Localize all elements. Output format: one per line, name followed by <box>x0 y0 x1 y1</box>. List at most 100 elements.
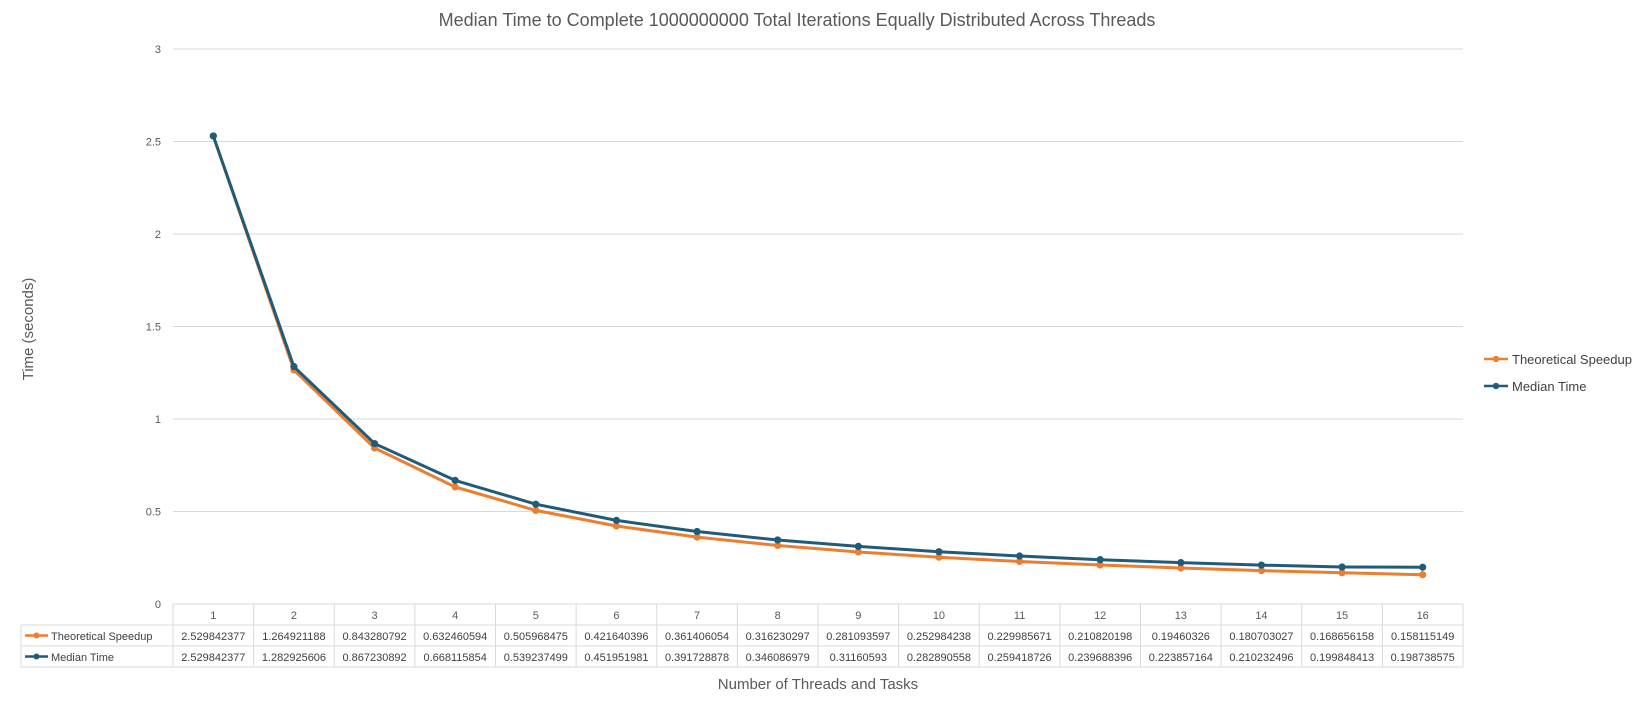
legend: Theoretical Speedup Median Time <box>1484 352 1632 394</box>
series-line <box>211 134 1425 577</box>
x-tick-label: 10 <box>933 610 945 622</box>
x-tick-label: 6 <box>613 610 619 622</box>
x-tick-label: 12 <box>1094 610 1106 622</box>
x-tick-label: 14 <box>1255 610 1267 622</box>
x-tick-label: 11 <box>1014 610 1025 622</box>
x-tick-label: 2 <box>291 610 297 622</box>
table-cell: 0.316230297 <box>746 631 810 643</box>
table-cell: 0.19460326 <box>1152 631 1210 643</box>
x-tick-label: 7 <box>694 610 700 622</box>
table-cell: 0.252984238 <box>907 631 971 643</box>
data-point <box>1419 571 1427 579</box>
table-cell: 0.421640396 <box>584 631 648 643</box>
data-point <box>1257 561 1266 569</box>
x-tick-label: 4 <box>452 610 458 622</box>
x-tick-label: 1 <box>210 610 216 622</box>
table-cell: 0.451951981 <box>584 652 648 664</box>
data-point <box>1015 557 1024 566</box>
data-point <box>612 516 621 524</box>
x-axis-label: Number of Threads and Tasks <box>718 676 918 693</box>
data-point <box>451 483 459 491</box>
data-point <box>1257 566 1266 575</box>
data-point <box>693 533 701 541</box>
series-line <box>211 134 1425 569</box>
y-tick-label: 1.5 <box>146 322 161 334</box>
data-point <box>290 363 298 371</box>
gridlines <box>173 48 1463 512</box>
table-cell: 0.223857164 <box>1149 652 1213 664</box>
data-point <box>774 536 782 544</box>
table-cell: 0.867230892 <box>342 652 406 664</box>
table-cell: 0.632460594 <box>423 631 487 643</box>
table-cell: 0.346086979 <box>746 652 810 664</box>
table-cell: 2.529842377 <box>181 631 245 643</box>
legend-label: Median Time <box>1512 379 1586 394</box>
table-series-key-marker <box>33 653 40 660</box>
table-cell: 0.668115854 <box>423 652 486 664</box>
table-cell: 1.264921188 <box>262 631 325 643</box>
table-cell: 0.281093597 <box>826 631 890 643</box>
table-cell: 0.843280792 <box>342 631 406 643</box>
table-cell: 0.259418726 <box>987 652 1051 664</box>
table-cell: 0.539237499 <box>504 652 568 664</box>
table-cell: 0.31160593 <box>830 652 887 664</box>
data-point <box>370 439 379 448</box>
table-cell: 0.391728878 <box>665 652 729 664</box>
y-tick-label: 1 <box>155 414 161 426</box>
table-cell: 0.168656158 <box>1310 631 1374 643</box>
table-cell: 0.210820198 <box>1068 631 1132 643</box>
y-tick-label: 3 <box>155 44 161 56</box>
y-tick-label: 2.5 <box>146 137 161 149</box>
data-point <box>935 548 943 556</box>
data-point <box>1015 552 1024 560</box>
series-lines <box>209 132 1427 579</box>
table-cell: 0.282890558 <box>907 652 971 664</box>
y-tick-label: 2 <box>155 229 161 241</box>
chart-title: Median Time to Complete 1000000000 Total… <box>439 10 1156 30</box>
table-cell: 1.282925606 <box>262 652 326 664</box>
table-cell: 0.505968475 <box>504 631 568 643</box>
x-tick-label: 5 <box>533 610 539 622</box>
y-tick-label: 0 <box>155 599 161 611</box>
table-series-key-marker <box>33 632 40 639</box>
table-cell: 0.239688396 <box>1068 652 1132 664</box>
table-cell: 0.361406054 <box>665 631 729 643</box>
data-point <box>1419 563 1427 571</box>
table-cell: 0.229985671 <box>987 631 1051 643</box>
legend-label: Theoretical Speedup <box>1512 352 1632 367</box>
y-tick-label: 0.5 <box>146 507 161 519</box>
data-point <box>532 506 540 514</box>
data-point <box>1177 558 1185 567</box>
table-series-name: Median Time <box>51 652 114 664</box>
table-cell: 2.529842377 <box>181 652 245 664</box>
legend-key-marker <box>1492 382 1500 390</box>
x-tick-label: 15 <box>1336 610 1348 622</box>
data-point <box>1177 564 1185 572</box>
legend-key-marker <box>1492 355 1500 363</box>
data-point <box>1096 556 1104 564</box>
table-cell: 0.210232496 <box>1229 652 1293 664</box>
table-cell: 0.180703027 <box>1229 631 1293 643</box>
table-series-name: Theoretical Speedup <box>51 631 153 643</box>
data-point <box>1338 569 1346 577</box>
data-point <box>612 522 621 530</box>
y-axis-label: Time (seconds) <box>20 278 37 381</box>
table-cell: 0.158115149 <box>1391 631 1454 643</box>
y-axis-ticks: 0 0.5 1 1.5 2 2.5 3 <box>146 44 161 611</box>
data-point <box>532 500 540 508</box>
x-tick-label: 13 <box>1175 610 1187 622</box>
data-point <box>854 542 862 550</box>
x-tick-label: 8 <box>775 610 781 622</box>
data-point <box>854 548 862 556</box>
data-point <box>1096 561 1104 569</box>
x-tick-label: 9 <box>855 610 861 622</box>
data-point <box>774 541 782 550</box>
data-point <box>209 132 217 140</box>
data-point <box>935 553 943 561</box>
table-cell: 0.199848413 <box>1310 652 1374 664</box>
table-cell: 0.198738575 <box>1391 652 1455 664</box>
x-tick-label: 3 <box>372 610 378 622</box>
data-point <box>693 527 701 536</box>
